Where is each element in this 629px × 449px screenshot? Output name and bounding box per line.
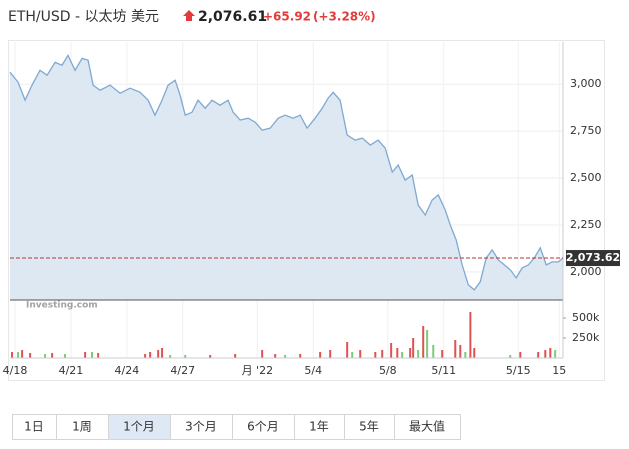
range-button-label[interactable]: 6个月: [247, 420, 279, 434]
y-tick-label: 2,750: [570, 124, 602, 137]
range-button-label[interactable]: 1周: [72, 420, 92, 434]
range-button[interactable]: [294, 414, 345, 440]
volume-bar: [351, 352, 354, 358]
range-button-label[interactable]: 1日: [24, 420, 44, 434]
x-tick-label: 4/27: [170, 364, 195, 377]
price-line: [9, 53, 564, 291]
volume-bar: [299, 354, 302, 358]
volume-bar: [161, 348, 164, 358]
volume-bar: [144, 354, 147, 358]
volume-bar: [432, 345, 435, 358]
range-button[interactable]: [394, 414, 461, 440]
volume-bar: [44, 354, 47, 358]
volume-bar: [390, 343, 393, 358]
volume-bar: [473, 348, 476, 358]
title: ETH/USD - 以太坊 美元: [8, 9, 159, 25]
volume-bar: [91, 352, 94, 358]
range-button-label[interactable]: 5年: [359, 420, 379, 434]
volume-bar: [261, 350, 264, 358]
volume-bar: [537, 352, 540, 358]
volume-bar: [381, 350, 384, 358]
volume-bar: [11, 352, 14, 358]
price: 2,076.61: [198, 9, 267, 25]
volume-bar: [157, 350, 160, 358]
volume-bar: [454, 340, 457, 358]
range-button[interactable]: [56, 414, 109, 440]
volume-bar: [359, 350, 362, 358]
volume-bar: [554, 350, 557, 358]
range-button[interactable]: [12, 414, 57, 440]
volume-bar: [549, 348, 552, 358]
y-tick-label: 2,000: [570, 265, 602, 278]
last-price-label: 2,073.62: [566, 251, 620, 264]
x-tick-label: 4/18: [3, 364, 28, 377]
volume-bar: [441, 350, 444, 358]
volume-bar: [284, 355, 287, 358]
x-tick-label: 5/11: [431, 364, 456, 377]
x-tick-label: 5/8: [379, 364, 397, 377]
range-button-label[interactable]: 1个月: [123, 420, 155, 434]
range-button-label[interactable]: 3个月: [185, 420, 217, 434]
last-price-box: [566, 250, 620, 267]
y-tick-label: 3,000: [570, 77, 602, 90]
volume-bar: [84, 352, 87, 358]
volume-bar: [319, 352, 322, 358]
x-tick-label: 4/24: [115, 364, 140, 377]
x-tick-label: 5/4: [304, 364, 322, 377]
y-tick-label: 2,500: [570, 171, 602, 184]
volume-bar: [346, 342, 349, 358]
volume-bar: [51, 353, 54, 358]
volume-bar: [544, 350, 547, 358]
volume-bar: [329, 350, 332, 358]
volume-bar: [209, 355, 212, 358]
change-pct: (+3.28%): [313, 10, 376, 24]
volume-bar: [519, 352, 522, 358]
volume-bar: [509, 355, 512, 358]
watermark-sub: Investing.com: [26, 301, 98, 311]
up-arrow: [183, 10, 195, 21]
volume-bar: [29, 353, 32, 358]
volume-bar: [63, 354, 66, 358]
volume-bar: [459, 345, 462, 358]
volume-bar: [464, 352, 467, 358]
change: +65.92: [263, 10, 311, 24]
volume-bar: [412, 338, 415, 358]
volume-bar: [422, 326, 425, 358]
y2-tick-label: 500k: [572, 311, 600, 324]
volume-bar: [234, 354, 237, 358]
volume-bar: [401, 352, 404, 358]
volume-bar: [426, 330, 429, 358]
volume-bar: [149, 352, 152, 358]
volume-bar: [409, 348, 412, 358]
volume-bar: [274, 354, 277, 358]
x-tick-label: 15: [552, 364, 566, 377]
chart-frame: [8, 40, 605, 381]
volume-bar: [469, 312, 472, 358]
x-tick-label: 5/15: [506, 364, 531, 377]
range-button-label[interactable]: 最大值: [409, 419, 445, 434]
volume-bar: [417, 350, 420, 358]
x-tick-label: 4/21: [59, 364, 84, 377]
y2-tick-label: 250k: [572, 331, 600, 344]
x-tick-label: 月 '22: [242, 364, 274, 377]
range-button[interactable]: [232, 414, 295, 440]
range-button[interactable]: [108, 414, 171, 440]
range-button[interactable]: [344, 414, 395, 440]
volume-bar: [374, 352, 377, 358]
volume-bar: [17, 352, 20, 358]
volume-bar: [396, 348, 399, 358]
volume-bar: [169, 355, 172, 358]
range-button-label[interactable]: 1年: [309, 420, 329, 434]
volume-bar: [21, 350, 24, 358]
area-fill: [10, 55, 563, 301]
y-tick-label: 2,250: [570, 218, 602, 231]
volume-bar: [97, 353, 100, 358]
volume-bar: [184, 355, 187, 358]
